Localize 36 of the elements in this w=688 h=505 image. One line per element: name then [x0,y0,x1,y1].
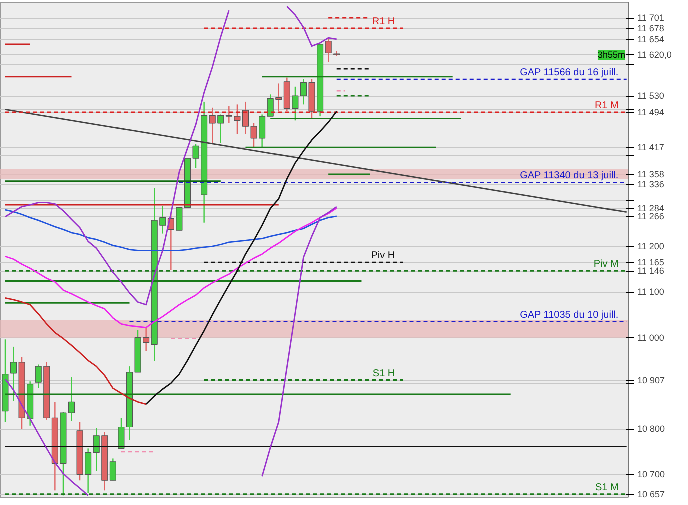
y-tick-label: 11 701 [638,13,664,24]
series-label: S1 H [372,368,396,380]
line-series [4,208,338,328]
y-tick-label: 11 165 [638,258,664,268]
y-tick-label: 10 700 [638,470,666,480]
candlestick [325,37,332,63]
annotation: 3h55m [598,50,626,60]
y-tick-label: 11 146 [638,266,664,276]
y-tick-label: 10 657 [638,489,666,500]
series-label: R1 H [372,16,396,28]
series-label: GAP 11340 du 13 juill. [520,170,619,182]
line-series [4,297,148,406]
y-tick-label: 11 200 [638,242,664,252]
y-tick-label: 11 336 [638,180,664,190]
candlestick [110,458,116,482]
y-tick-label: 10 907 [638,375,666,386]
y-tick-label: 11 654 [638,34,664,44]
series-label: Piv M [594,259,619,270]
line-series [4,109,628,214]
series-label: R1 M [594,100,619,112]
y-tick-label: 11 358 [638,169,664,180]
y-tick-label: 11 678 [638,24,664,34]
y-tick-label: 11 620,0 [638,50,672,60]
y-tick-label: 11 266 [638,211,664,222]
y-tick-label: 11 284 [638,203,664,214]
series-label: S1 M [596,482,619,494]
y-tick-label: 11 000 [638,332,664,343]
line-series [4,209,338,252]
y-tick-label: 11 530 [638,91,664,102]
y-tick-label: 11 100 [638,287,664,298]
y-tick-label: 11 417 [638,142,664,153]
series-label: GAP 11035 du 10 juill. [520,310,619,321]
y-tick-label: 10 800 [638,424,666,434]
series-label: GAP 11566 du 16 juill. [520,68,619,79]
series-label: Piv H [371,250,396,262]
y-tick-label: 11 494 [638,107,664,118]
